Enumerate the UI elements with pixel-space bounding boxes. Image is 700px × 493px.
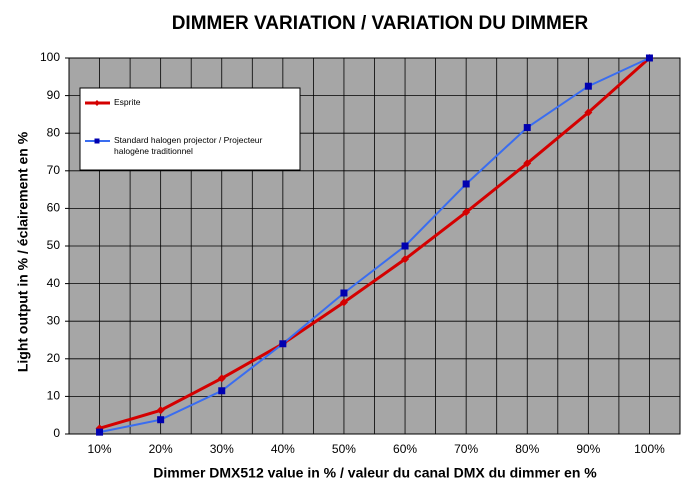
point-marker [645, 54, 653, 62]
legend-label: Esprite [114, 97, 141, 107]
x-tick-label: 70% [454, 442, 478, 456]
y-tick-label: 10 [47, 389, 61, 403]
point-marker [279, 340, 287, 348]
x-tick-label: 50% [332, 442, 356, 456]
y-tick-label: 100 [40, 50, 60, 64]
x-tick-label: 30% [210, 442, 234, 456]
legend-entry: Standard halogen projector / Projecteur … [114, 135, 263, 156]
legend-box [79, 87, 301, 171]
point-marker [462, 208, 471, 217]
point-marker [401, 242, 409, 250]
point-marker [584, 82, 592, 90]
point-marker [523, 124, 531, 132]
y-tick-label: 0 [53, 426, 60, 440]
y-tick-label: 30 [47, 313, 61, 327]
y-tick-label: 50 [47, 238, 61, 252]
point-marker [217, 374, 226, 383]
y-tick-label: 20 [47, 351, 61, 365]
series-line [99, 56, 651, 430]
x-tick-label: 90% [576, 442, 600, 456]
point-marker [340, 289, 348, 297]
x-tick-label: 60% [393, 442, 417, 456]
x-tick-label: 80% [515, 442, 539, 456]
x-tick-label: 20% [149, 442, 173, 456]
point-marker [523, 159, 532, 168]
point-marker [339, 298, 348, 307]
series-line [99, 57, 650, 434]
point-marker [462, 180, 470, 188]
point-marker [157, 416, 165, 424]
legend-label: Standard halogen projector / Projecteur … [114, 135, 263, 156]
point-marker [401, 255, 410, 264]
legend-marker [94, 100, 100, 106]
y-tick-label: 80 [47, 125, 61, 139]
chart-title: DIMMER VARIATION / VARIATION DU DIMMER [172, 13, 589, 34]
legend-marker [94, 138, 100, 144]
point-marker [584, 108, 593, 117]
legend-entry: Esprite [114, 97, 141, 107]
point-marker [218, 387, 226, 395]
point-marker [96, 428, 104, 436]
point-marker [156, 406, 165, 415]
x-tick-label: 10% [88, 442, 112, 456]
y-tick-label: 40 [47, 276, 61, 290]
y-tick-label: 60 [47, 201, 61, 215]
x-tick-label: 100% [634, 442, 665, 456]
y-tick-label: 90 [47, 88, 61, 102]
y-tick-label: 70 [47, 163, 61, 177]
x-axis-label: Dimmer DMX512 value in % / valeur du can… [153, 465, 597, 481]
x-tick-label: 40% [271, 442, 295, 456]
y-axis-label: Light output in % / éclairement en % [15, 131, 31, 372]
